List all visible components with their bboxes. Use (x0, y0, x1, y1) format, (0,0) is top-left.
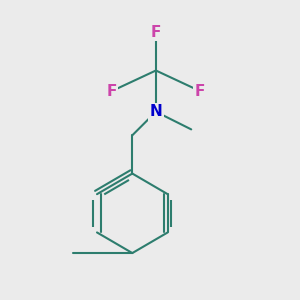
Text: N: N (149, 104, 162, 119)
Text: F: F (195, 84, 205, 99)
Text: F: F (151, 25, 161, 40)
Text: F: F (106, 84, 117, 99)
